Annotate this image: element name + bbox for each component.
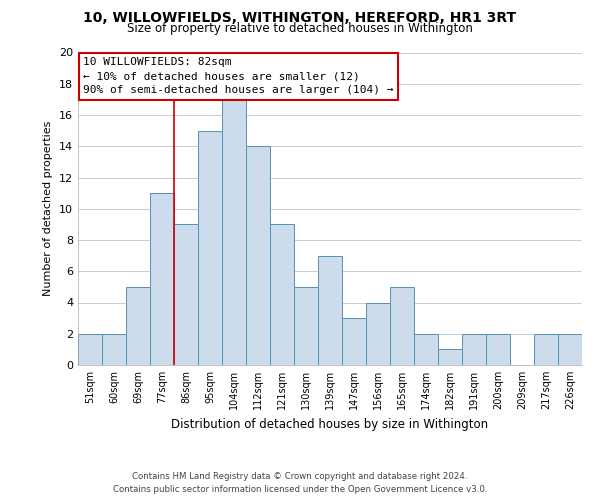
Bar: [342, 318, 366, 365]
Bar: [270, 224, 294, 365]
Y-axis label: Number of detached properties: Number of detached properties: [43, 121, 53, 296]
Bar: [366, 302, 390, 365]
Bar: [126, 287, 150, 365]
Bar: [486, 334, 510, 365]
Bar: [414, 334, 438, 365]
Bar: [534, 334, 558, 365]
Bar: [246, 146, 270, 365]
Bar: [198, 130, 222, 365]
Bar: [438, 350, 462, 365]
Bar: [462, 334, 486, 365]
Bar: [78, 334, 102, 365]
Bar: [150, 193, 174, 365]
Bar: [102, 334, 126, 365]
X-axis label: Distribution of detached houses by size in Withington: Distribution of detached houses by size …: [172, 418, 488, 430]
Text: 10, WILLOWFIELDS, WITHINGTON, HEREFORD, HR1 3RT: 10, WILLOWFIELDS, WITHINGTON, HEREFORD, …: [83, 11, 517, 25]
Text: Contains HM Land Registry data © Crown copyright and database right 2024.
Contai: Contains HM Land Registry data © Crown c…: [113, 472, 487, 494]
Bar: [318, 256, 342, 365]
Bar: [390, 287, 414, 365]
Bar: [222, 100, 246, 365]
Bar: [558, 334, 582, 365]
Text: Size of property relative to detached houses in Withington: Size of property relative to detached ho…: [127, 22, 473, 35]
Bar: [174, 224, 198, 365]
Bar: [294, 287, 318, 365]
Text: 10 WILLOWFIELDS: 82sqm
← 10% of detached houses are smaller (12)
90% of semi-det: 10 WILLOWFIELDS: 82sqm ← 10% of detached…: [83, 57, 394, 95]
